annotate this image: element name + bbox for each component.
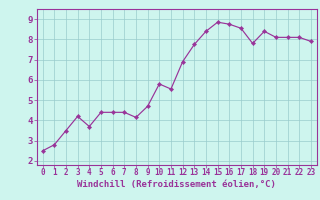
X-axis label: Windchill (Refroidissement éolien,°C): Windchill (Refroidissement éolien,°C) — [77, 180, 276, 189]
